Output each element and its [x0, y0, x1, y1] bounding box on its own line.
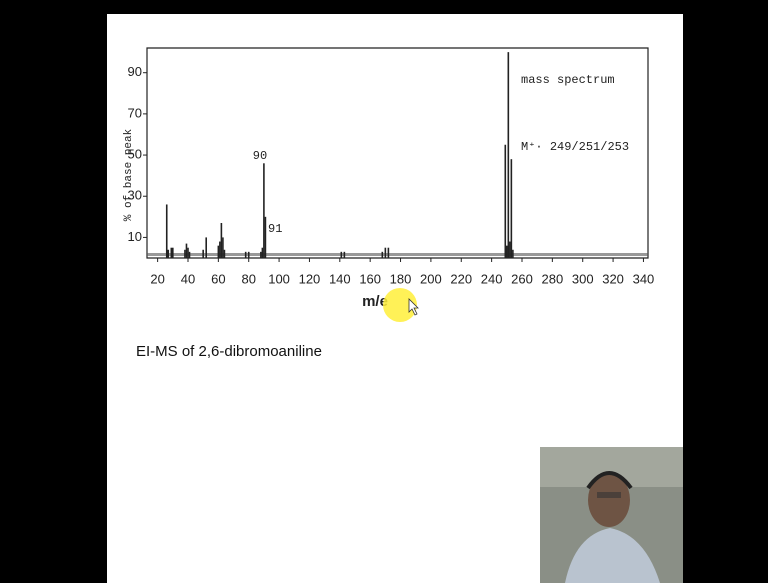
cursor-highlight	[383, 288, 417, 322]
webcam	[540, 447, 683, 583]
x-tick-label: 140	[329, 271, 351, 286]
slide-caption: EI-MS of 2,6-dibromoaniline	[136, 343, 322, 360]
annotation: mass spectrum	[521, 73, 615, 87]
annotation: 90	[253, 149, 267, 163]
y-tick-label: 70	[128, 105, 142, 120]
x-tick-label: 60	[211, 271, 225, 286]
plot-frame	[146, 47, 649, 259]
x-tick-label: 240	[481, 271, 503, 286]
baseline	[147, 253, 648, 256]
x-tick-label: 340	[633, 271, 655, 286]
x-tick-label: 40	[181, 271, 195, 286]
x-tick-label: 200	[420, 271, 442, 286]
x-tick-label: 320	[602, 271, 624, 286]
y-tick-label: 10	[128, 229, 142, 244]
x-tick-label: 260	[511, 271, 533, 286]
x-tick-label: 120	[299, 271, 321, 286]
x-tick-label: 180	[390, 271, 412, 286]
x-axis-label: m/e	[362, 293, 388, 310]
y-tick-label: 30	[128, 188, 142, 203]
x-tick-label: 280	[542, 271, 564, 286]
x-tick-label: 20	[150, 271, 164, 286]
x-tick-label: 220	[450, 271, 472, 286]
x-tick-label: 80	[241, 271, 255, 286]
y-tick-label: 90	[128, 64, 142, 79]
y-tick-label: 50	[128, 146, 142, 161]
x-tick-label: 100	[268, 271, 290, 286]
y-axis-label: % of base peak	[123, 128, 135, 221]
cursor	[408, 298, 419, 316]
x-tick-label: 160	[359, 271, 381, 286]
x-tick-label: 300	[572, 271, 594, 286]
annotation: M⁺· 249/251/253	[521, 140, 629, 154]
annotation: 91	[268, 222, 282, 236]
